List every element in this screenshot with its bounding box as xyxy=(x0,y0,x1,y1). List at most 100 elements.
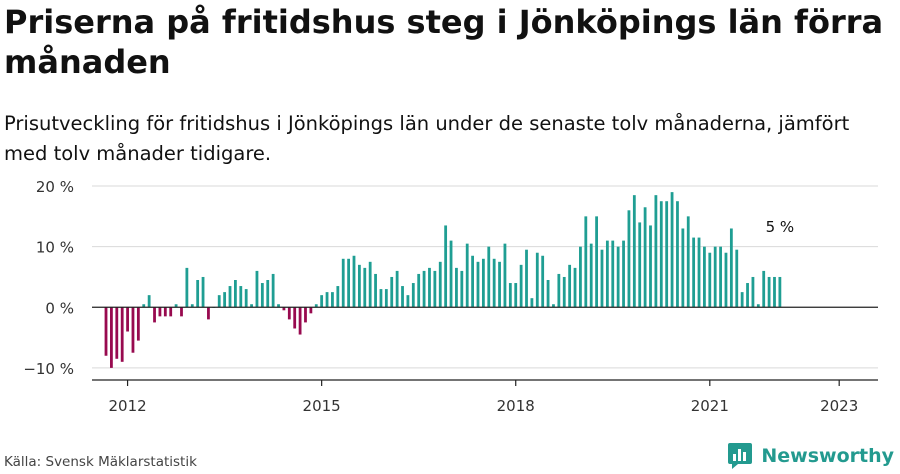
bar xyxy=(519,264,523,308)
bar xyxy=(508,283,512,308)
bar xyxy=(368,261,372,308)
bar xyxy=(584,216,588,308)
bar xyxy=(773,276,776,308)
newsworthy-logo-icon xyxy=(728,443,753,469)
bar xyxy=(627,210,631,308)
bar xyxy=(244,289,248,308)
chart-subtitle: Prisutveckling för fritidshus i Jönköpin… xyxy=(4,112,850,165)
bar xyxy=(309,307,313,314)
bar xyxy=(616,246,620,308)
bar xyxy=(147,295,151,308)
bar xyxy=(767,276,771,308)
annotations: 5 % xyxy=(766,218,795,236)
bar xyxy=(158,307,162,317)
bar xyxy=(740,292,744,308)
bar xyxy=(756,304,760,308)
bar xyxy=(136,307,140,341)
bar xyxy=(363,267,367,308)
bar xyxy=(622,240,625,308)
bar xyxy=(719,246,722,308)
bar xyxy=(751,276,755,308)
bar xyxy=(724,252,728,308)
bar xyxy=(589,243,593,308)
x-axis-labels: 2012 2015 2018 2021 2023 xyxy=(108,397,858,415)
bar xyxy=(476,261,480,308)
bar xyxy=(428,267,431,308)
bar xyxy=(293,307,297,329)
bar xyxy=(498,261,501,308)
bar xyxy=(287,307,291,320)
bar xyxy=(234,280,237,308)
bar xyxy=(449,240,453,308)
source-note: Källa: Svensk Mäklarstatistik xyxy=(4,454,197,470)
bar xyxy=(406,295,410,308)
bar xyxy=(401,286,404,308)
bar xyxy=(417,273,421,308)
bar xyxy=(465,243,469,308)
bar xyxy=(713,246,717,308)
bar xyxy=(266,280,270,308)
bar xyxy=(676,201,679,308)
bar xyxy=(185,267,189,308)
bar xyxy=(325,292,329,308)
bar xyxy=(271,273,275,308)
axes xyxy=(92,306,878,386)
last-value-label: 5 % xyxy=(766,218,795,236)
bar xyxy=(444,225,448,308)
bar xyxy=(492,258,496,308)
bar xyxy=(331,292,334,308)
bar xyxy=(471,255,474,308)
bar xyxy=(347,258,351,308)
y-axis-labels: 20 % 10 % 0 % −10 % xyxy=(23,178,74,378)
bar xyxy=(703,246,706,308)
bar xyxy=(379,289,383,308)
bar xyxy=(357,264,361,308)
bar xyxy=(438,261,442,308)
bar xyxy=(595,216,598,308)
bar xyxy=(455,267,458,308)
bar xyxy=(692,237,696,308)
bar xyxy=(131,307,135,353)
bars xyxy=(104,192,782,368)
bar xyxy=(255,270,259,308)
bar xyxy=(611,240,615,308)
bar xyxy=(552,304,555,308)
bar xyxy=(762,270,766,308)
bar xyxy=(460,270,464,308)
bar xyxy=(638,222,642,308)
bar xyxy=(541,255,545,308)
bar xyxy=(142,304,146,308)
bar xyxy=(487,246,491,308)
bar xyxy=(708,252,712,308)
bar xyxy=(277,304,280,308)
bar xyxy=(735,249,739,308)
brand-name: Newsworthy xyxy=(761,445,894,467)
bar xyxy=(336,286,340,308)
bar xyxy=(374,273,377,308)
bar xyxy=(579,246,582,308)
bar xyxy=(115,307,119,359)
bar xyxy=(180,307,183,317)
bar xyxy=(697,237,701,308)
bar xyxy=(686,216,690,308)
bar xyxy=(282,307,286,311)
bar xyxy=(778,276,782,308)
bar xyxy=(659,201,663,308)
bar xyxy=(163,307,167,317)
bar xyxy=(568,264,572,308)
x-tick-label: 2012 xyxy=(108,397,146,415)
bar xyxy=(120,307,124,362)
bar xyxy=(304,307,307,323)
bar xyxy=(649,225,652,308)
bar xyxy=(207,307,210,320)
bar xyxy=(390,276,394,308)
bar xyxy=(422,270,426,308)
bar xyxy=(110,307,113,368)
bar xyxy=(643,207,647,308)
y-tick-label: 0 % xyxy=(45,299,74,317)
bar xyxy=(298,307,302,335)
bar xyxy=(223,292,227,308)
bar xyxy=(600,249,604,308)
x-tick-label: 2021 xyxy=(691,397,729,415)
